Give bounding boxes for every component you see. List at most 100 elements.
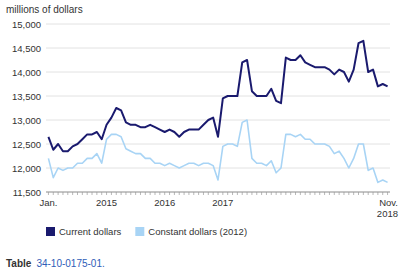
x-tick	[237, 192, 238, 195]
x-tick	[256, 192, 257, 195]
x-tick	[247, 192, 248, 195]
x-tick-label-line: 2016	[154, 197, 175, 208]
x-tick	[121, 192, 122, 195]
x-tick	[382, 192, 383, 195]
x-tick	[329, 192, 330, 195]
x-tick	[92, 192, 93, 195]
x-tick	[164, 192, 165, 195]
x-tick	[368, 192, 369, 195]
x-tick-label-line: 2018	[377, 208, 398, 219]
x-tick	[310, 192, 311, 195]
x-tick	[179, 192, 180, 195]
x-tick	[373, 192, 374, 195]
x-tick	[242, 192, 243, 195]
x-tick	[290, 192, 291, 195]
x-tick	[193, 192, 194, 195]
grid-line	[46, 48, 390, 49]
y-tick-label: 11,500	[13, 187, 41, 198]
x-tick	[111, 192, 112, 195]
x-tick-label-line: Jan.	[39, 197, 57, 208]
x-tick	[188, 192, 189, 195]
table-label: Table	[6, 258, 32, 269]
x-tick	[208, 192, 209, 195]
x-tick	[203, 192, 204, 195]
grid-line	[46, 96, 390, 97]
x-tick	[305, 192, 306, 195]
x-tick	[232, 192, 233, 195]
x-tick-label-line: Nov.	[379, 197, 398, 208]
x-tick	[319, 192, 320, 195]
x-tick	[77, 192, 78, 195]
x-tick	[251, 192, 252, 195]
x-tick	[130, 192, 131, 195]
y-axis: 11,50012,00012,50013,00013,50014,00014,5…	[12, 19, 41, 198]
x-tick-label-line: 2015	[96, 197, 117, 208]
x-tick	[48, 192, 49, 195]
x-tick	[285, 192, 286, 195]
x-tick	[314, 192, 315, 195]
chart: millions of dollars11,50012,00012,50013,…	[0, 0, 400, 275]
y-tick-label: 13,500	[12, 91, 41, 102]
x-tick	[271, 192, 272, 195]
x-tick	[280, 192, 281, 195]
x-tick	[339, 192, 340, 195]
x-tick	[96, 192, 97, 195]
grid-line	[46, 120, 390, 121]
x-tick	[159, 192, 160, 195]
x-tick	[101, 192, 102, 195]
x-axis: Jan. 2015 2016 2017 Nov.2018	[39, 192, 398, 219]
y-tick-label: 14,500	[12, 43, 41, 54]
x-tick	[67, 192, 68, 195]
legend-label: Constant dollars (2012)	[148, 226, 247, 237]
series-line	[48, 41, 387, 151]
x-tick-label-line: 2017	[212, 197, 233, 208]
x-tick	[145, 192, 146, 195]
x-tick-label: Jan.	[39, 197, 57, 208]
x-tick	[387, 192, 388, 195]
x-tick	[295, 192, 296, 195]
x-tick	[377, 192, 378, 195]
x-tick	[174, 192, 175, 195]
x-tick	[334, 192, 335, 195]
x-tick	[150, 192, 151, 195]
x-tick-label: 2016	[154, 197, 175, 208]
grid-line	[46, 24, 390, 25]
x-tick	[348, 192, 349, 195]
y-tick-label: 12,000	[12, 163, 41, 174]
legend-swatch	[135, 227, 144, 236]
x-tick	[53, 192, 54, 195]
x-tick	[222, 192, 223, 195]
x-tick	[135, 192, 136, 195]
y-tick-label: 12,500	[12, 139, 41, 150]
x-tick	[106, 192, 107, 195]
x-tick-label: 2015	[96, 197, 117, 208]
x-tick	[87, 192, 88, 195]
x-tick	[218, 192, 219, 195]
x-tick	[353, 192, 354, 195]
y-tick-label: 13,000	[12, 115, 41, 126]
y-tick-label: 15,000	[12, 19, 41, 30]
x-tick	[72, 192, 73, 195]
x-tick	[58, 192, 59, 195]
x-tick-label: Nov.2018	[377, 197, 398, 219]
grid	[46, 24, 390, 192]
x-tick	[343, 192, 344, 195]
x-tick	[213, 192, 214, 195]
x-tick	[358, 192, 359, 195]
table-link: 34-10-0175-01.	[36, 258, 104, 269]
grid-line	[46, 168, 390, 169]
legend: Current dollarsConstant dollars (2012)	[46, 226, 247, 237]
legend-swatch	[46, 227, 55, 236]
x-tick	[300, 192, 301, 195]
x-tick	[62, 192, 63, 195]
x-tick	[276, 192, 277, 195]
x-tick	[227, 192, 228, 195]
x-tick	[261, 192, 262, 195]
x-tick	[125, 192, 126, 195]
x-tick	[155, 192, 156, 195]
x-tick	[82, 192, 83, 195]
x-tick-label: 2017	[212, 197, 233, 208]
x-tick	[169, 192, 170, 195]
lines	[48, 41, 387, 183]
grid-line	[46, 144, 390, 145]
